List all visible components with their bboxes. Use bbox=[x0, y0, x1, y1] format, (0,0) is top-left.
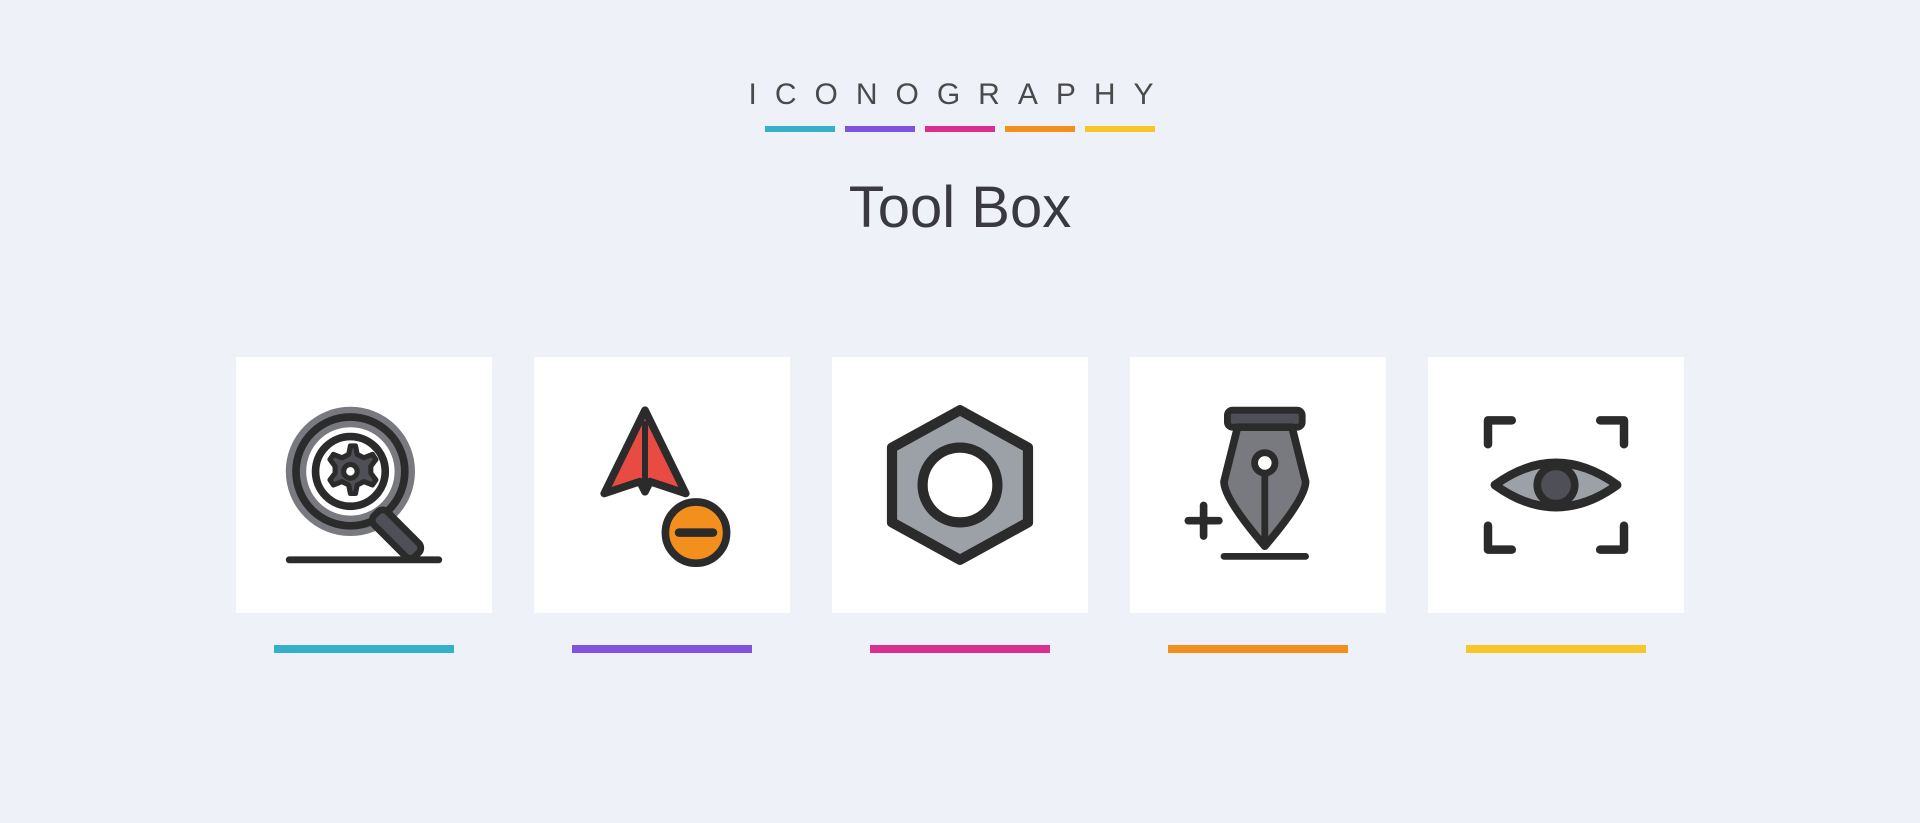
icon-card bbox=[1428, 357, 1684, 653]
card-underline bbox=[1168, 645, 1348, 653]
icon-tile bbox=[1130, 357, 1386, 613]
brand-label: ICONOGRAPHY bbox=[748, 78, 1171, 112]
page-title: Tool Box bbox=[748, 174, 1171, 241]
brand-bars bbox=[748, 126, 1171, 132]
brand-bar bbox=[765, 126, 835, 132]
brand-bar bbox=[1085, 126, 1155, 132]
brand-bar bbox=[925, 126, 995, 132]
icon-tile bbox=[832, 357, 1088, 613]
cursor-remove-icon bbox=[577, 400, 747, 570]
card-underline bbox=[572, 645, 752, 653]
icon-card bbox=[236, 357, 492, 653]
card-underline bbox=[1466, 645, 1646, 653]
card-underline bbox=[274, 645, 454, 653]
icon-card bbox=[832, 357, 1088, 653]
brand-bar bbox=[845, 126, 915, 132]
icon-tile bbox=[534, 357, 790, 613]
magnifier-gear-icon bbox=[279, 400, 449, 570]
card-underline bbox=[870, 645, 1050, 653]
icon-row bbox=[236, 357, 1684, 653]
header: ICONOGRAPHY Tool Box bbox=[748, 78, 1171, 241]
brand-bar bbox=[1005, 126, 1075, 132]
hex-nut-icon bbox=[875, 400, 1045, 570]
icon-card bbox=[1130, 357, 1386, 653]
icon-tile bbox=[236, 357, 492, 613]
icon-tile bbox=[1428, 357, 1684, 613]
eye-focus-icon bbox=[1471, 400, 1641, 570]
pen-nib-add-icon bbox=[1173, 400, 1343, 570]
icon-card bbox=[534, 357, 790, 653]
